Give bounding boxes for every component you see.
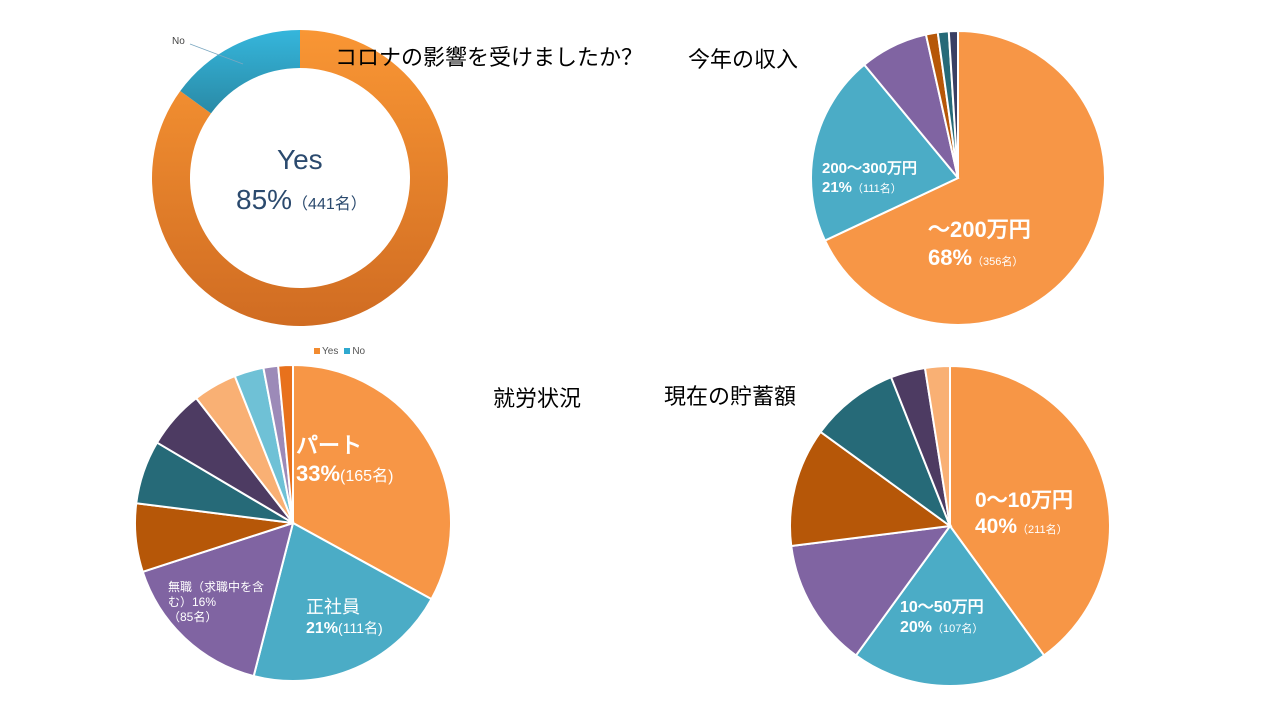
slice-other-1: [790, 524, 953, 657]
covid-impact-donut: [151, 29, 448, 326]
slice-other-5: [923, 364, 951, 527]
donut-center-pct: 85%: [236, 184, 293, 215]
slice-other-7: [277, 363, 294, 524]
employment-label-3: 無職（求職中を含 む）16% （85名）: [168, 580, 265, 624]
chart3-title: 就労状況: [493, 386, 582, 411]
income-pie: [810, 29, 1106, 326]
employment-label-2: 正社員 21%(111名): [306, 597, 383, 637]
no-leader-line: [189, 43, 244, 65]
savings-label-1: 0～10万円 40%（211名）: [975, 489, 1074, 539]
income-label-1: ～200万円 68%（356名）: [928, 217, 1031, 270]
legend-no: No: [344, 346, 365, 357]
donut-center-value: 85%（441名）: [236, 184, 367, 216]
slice-other-4: [947, 29, 959, 179]
slice-0～10万円: [949, 364, 1111, 657]
chart4-title: 現在の貯蓄額: [664, 384, 797, 409]
employment-label-1: パート 33%(165名): [296, 433, 394, 486]
slice-パート: [292, 363, 452, 601]
legend-yes: Yes: [314, 346, 338, 357]
chart1-title: コロナの影響を受けましたか？: [335, 45, 644, 70]
slice-other-2: [789, 430, 953, 548]
income-label-2: 200～300万円 21%（111名）: [822, 160, 918, 196]
slice-10～50万円: [854, 524, 1046, 688]
chart2-title: 今年の収入: [688, 47, 799, 72]
donut-legend: Yes No: [314, 346, 365, 357]
employment-pie: [134, 363, 452, 682]
savings-label-2: 10～50万円 20%（107名）: [900, 599, 984, 636]
slice-other-3: [819, 375, 953, 529]
slice-～200万円: [823, 29, 1106, 326]
donut-center-name: Yes: [277, 144, 323, 175]
slice-200～300万円: [810, 63, 960, 242]
slice-No: [180, 29, 300, 114]
slice-無職（求職中を含む）: [141, 521, 295, 678]
donut-center-count: （441名）: [292, 196, 367, 213]
slice-正社員: [252, 521, 433, 682]
savings-pie: [789, 364, 1111, 688]
no-slice-label: No: [172, 36, 185, 47]
